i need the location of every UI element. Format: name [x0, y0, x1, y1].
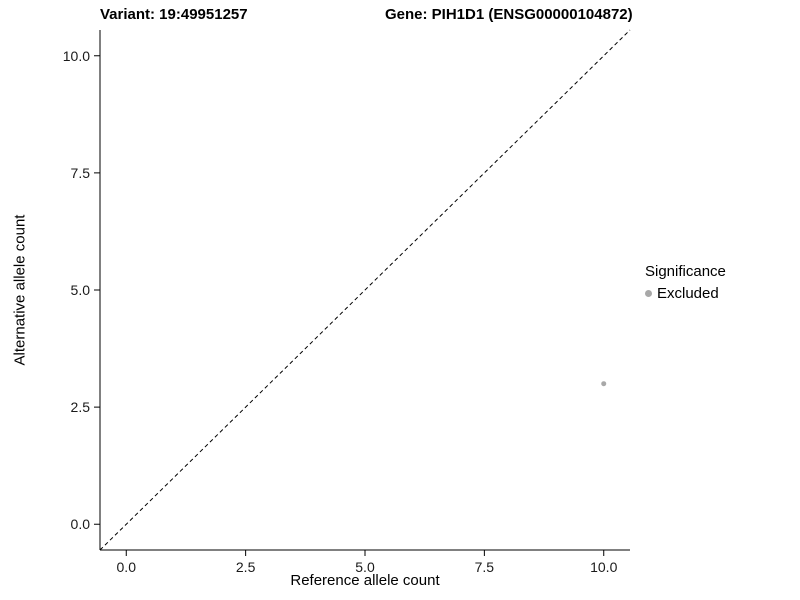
- y-tick-label: 0.0: [71, 516, 91, 532]
- legend-title: Significance: [645, 263, 726, 280]
- legend-entry: Excluded: [645, 285, 726, 302]
- x-tick-label: 2.5: [236, 559, 256, 575]
- y-tick-label: 5.0: [71, 282, 91, 298]
- x-tick-label: 5.0: [355, 559, 375, 575]
- y-tick-label: 10.0: [63, 48, 90, 64]
- legend: Significance Excluded: [645, 263, 726, 302]
- x-tick-label: 10.0: [590, 559, 617, 575]
- x-tick-label: 7.5: [475, 559, 495, 575]
- x-tick-label: 0.0: [117, 559, 137, 575]
- y-axis-label: Alternative allele count: [11, 214, 29, 366]
- legend-point-icon: [645, 290, 652, 297]
- y-tick-label: 2.5: [71, 399, 91, 415]
- legend-entry-label: Excluded: [657, 285, 719, 302]
- x-axis-label: Reference allele count: [290, 572, 440, 589]
- identity-dashed-line: [99, 29, 631, 551]
- y-tick-label: 7.5: [71, 165, 91, 181]
- data-point: [601, 381, 607, 387]
- plot-title-gene: Gene: PIH1D1 (ENSG00000104872): [385, 6, 633, 23]
- plot-title-variant: Variant: 19:49951257: [100, 6, 248, 23]
